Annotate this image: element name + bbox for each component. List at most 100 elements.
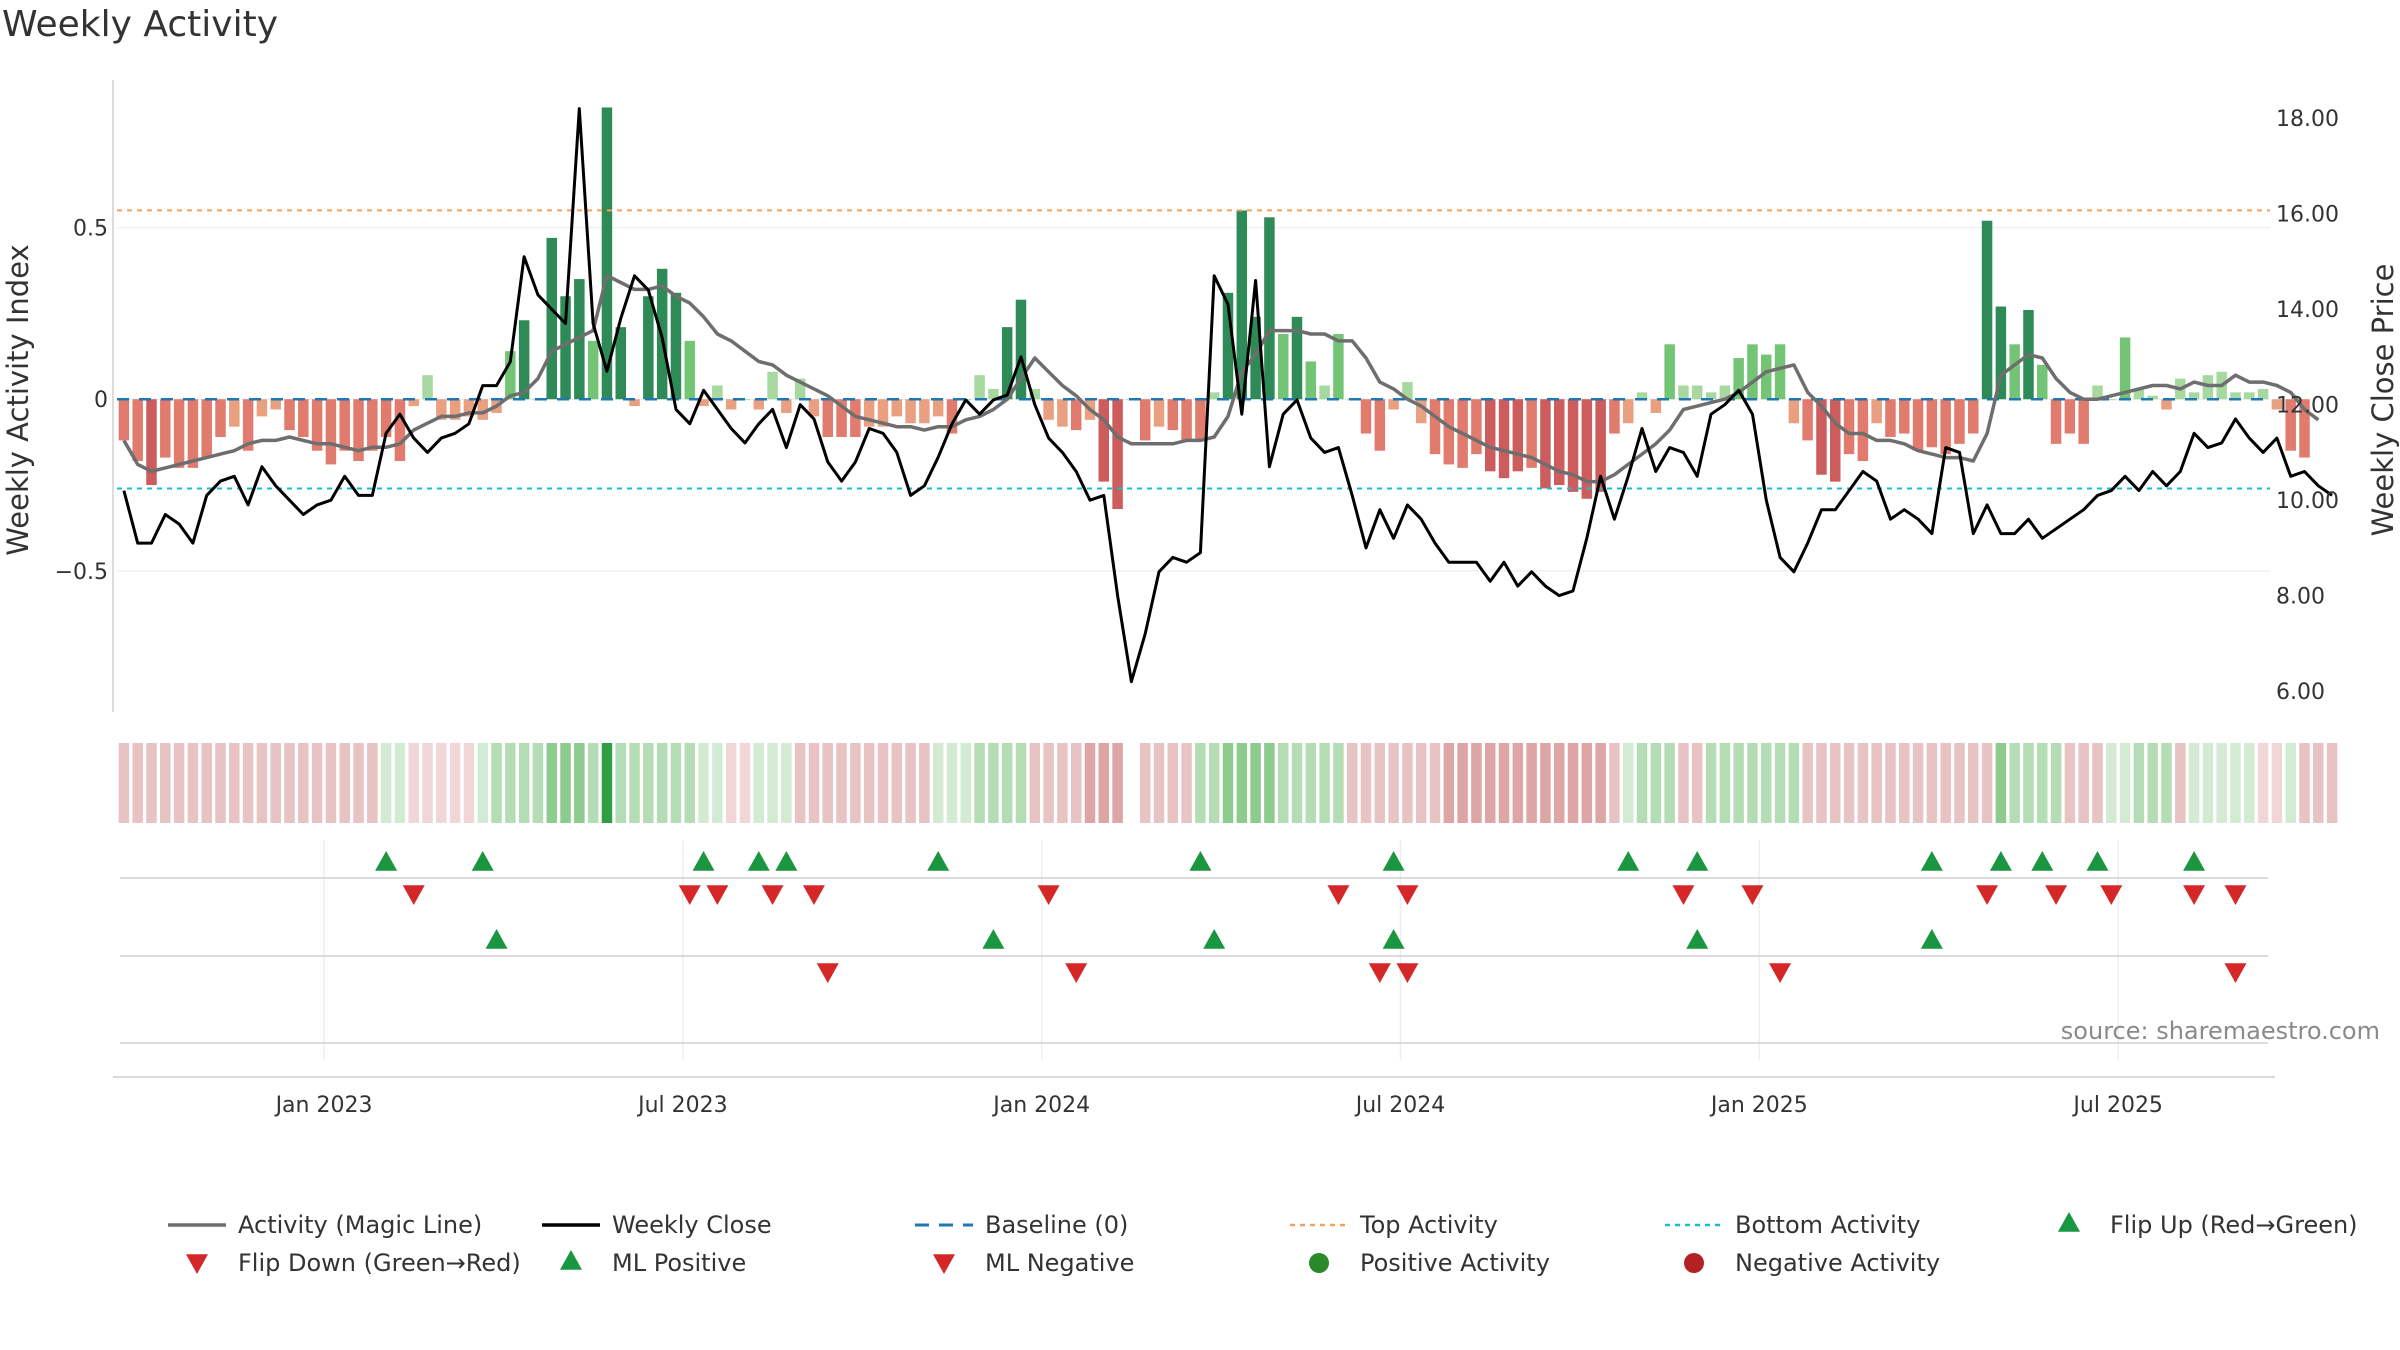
heat-strip-cell [574, 743, 585, 823]
activity-bar [1402, 382, 1413, 400]
activity-bar [1719, 385, 1731, 400]
heat-strip-cell [1415, 743, 1427, 823]
heat-strip-cell [1457, 743, 1468, 823]
activity-bar [560, 296, 571, 400]
heat-strip-cell [850, 743, 861, 823]
heat-strip-cell [1871, 743, 1882, 823]
flip-up-marker [1989, 851, 2012, 871]
heat-strip-cell [587, 743, 599, 823]
y2-tick-label: 10.00 [2276, 489, 2339, 514]
heat-strip-cell [1719, 743, 1731, 823]
heat-strip-cell [2161, 743, 2172, 823]
activity-bar [2188, 392, 2200, 400]
heat-strip-cell [1816, 743, 1827, 823]
activity-bar [339, 399, 350, 451]
flip-up-marker [2183, 851, 2206, 871]
activity-bar [505, 351, 516, 400]
heat-strip-cell [1747, 743, 1758, 823]
heat-strip-cell [822, 743, 834, 823]
ml-positive-marker [1203, 929, 1226, 949]
heat-strip-cell [1429, 743, 1441, 823]
activity-bar [1526, 399, 1537, 468]
activity-bar [863, 399, 875, 427]
heat-strip-cell [1098, 743, 1110, 823]
flip-down-marker [706, 885, 729, 905]
activity-bar [2106, 399, 2117, 401]
heat-strip-cell [1581, 743, 1593, 823]
x-tick-label: Jul 2024 [1354, 1093, 1446, 1118]
heat-strip-cell [2175, 743, 2186, 823]
heat-strip-cell [1981, 743, 1993, 823]
legend-swatch [1684, 1253, 1704, 1273]
activity-bar [353, 399, 364, 461]
heat-strip-cell [284, 743, 295, 823]
heat-strip-cell [422, 743, 433, 823]
activity-bar [1650, 399, 1662, 413]
flip-down-marker [402, 885, 425, 905]
activity-bar [1070, 399, 1082, 431]
activity-bar [2119, 337, 2131, 400]
activity-bar [2009, 344, 2020, 400]
heat-strip-cell [905, 743, 916, 823]
activity-bar [463, 399, 475, 417]
activity-bar [2092, 385, 2103, 400]
heat-strip-cell [1857, 743, 1869, 823]
heat-strip-cell [1843, 743, 1855, 823]
series-lines [122, 107, 2333, 684]
heat-strip-cell [2216, 743, 2227, 823]
activity-bar [1912, 399, 1924, 451]
activity-bar [1098, 399, 1110, 482]
heat-strip-cell [1374, 743, 1386, 823]
flip-down-marker [1741, 885, 1764, 905]
activity-bar [2133, 388, 2145, 400]
gridlines [117, 226, 2270, 1060]
ml-negative-marker [2224, 963, 2247, 983]
heat-strip-cell [1195, 743, 1206, 823]
heat-strip-cell [1733, 743, 1744, 823]
heat-strip-cell [2257, 743, 2269, 823]
heat-strip-cell [1167, 743, 1179, 823]
activity-bar [1553, 399, 1565, 486]
flip-up-marker [1617, 851, 1640, 871]
heat-strip-cell [505, 743, 516, 823]
heat-strip-cell [1443, 743, 1455, 823]
heat-strip-cell [1250, 743, 1261, 823]
heat-strip-cell [201, 743, 212, 823]
activity-bar [1319, 385, 1330, 400]
activity-bar [877, 399, 889, 427]
heat-strip-cell [173, 743, 185, 823]
activity-bar [1802, 399, 1813, 441]
activity-bar [1291, 316, 1303, 400]
activity-bar [1899, 399, 1910, 434]
heat-strip-cell [2230, 743, 2241, 823]
heat-strip-cell [1636, 743, 1648, 823]
heat-strip-cell [974, 743, 985, 823]
heat-strip-cell [2271, 743, 2283, 823]
heat-strip-cell [1650, 743, 1662, 823]
heat-strip-cell [229, 743, 240, 823]
heat-strip-cell [1954, 743, 1965, 823]
flip-down-marker [802, 885, 825, 905]
axes [112, 80, 2275, 1078]
flip-up-marker [471, 851, 494, 871]
activity-bar [1167, 399, 1179, 431]
x-tick-label: Jul 2025 [2071, 1093, 2163, 1118]
activity-bar [1636, 392, 1648, 400]
activity-bar [1705, 392, 1717, 400]
activity-bar [367, 399, 378, 451]
activity-bar [601, 107, 613, 400]
flip-down-marker [2183, 885, 2206, 905]
flip-down-marker [1327, 885, 1350, 905]
activity-bar [408, 399, 419, 407]
activity-bar [2064, 399, 2076, 434]
legend-swatch [560, 1250, 582, 1270]
y2-tick-label: 6.00 [2276, 680, 2325, 705]
activity-bar [2161, 399, 2172, 410]
activity-bar [2230, 392, 2241, 400]
heat-strip [118, 743, 2338, 823]
legend-label: Negative Activity [1735, 1249, 1940, 1277]
activity-bar [1001, 327, 1013, 400]
activity-bar [201, 399, 212, 458]
activity-bar [284, 399, 295, 431]
heat-strip-cell [394, 743, 406, 823]
